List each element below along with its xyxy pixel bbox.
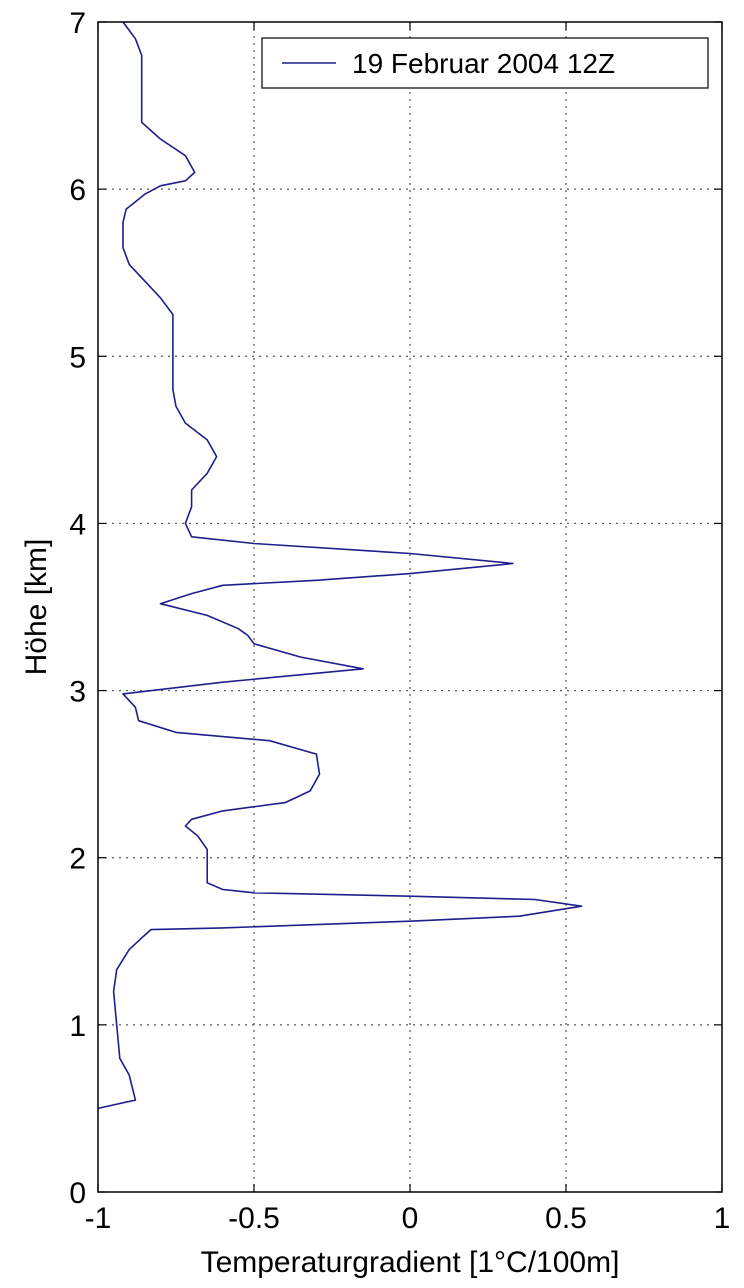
y-tick-label: 4 xyxy=(69,508,86,541)
x-tick-label: 0 xyxy=(402,1202,419,1235)
legend-box xyxy=(261,37,709,89)
y-tick-label: 7 xyxy=(69,7,86,40)
legend: 19 Februar 2004 12Z xyxy=(261,37,709,89)
y-tick-label: 2 xyxy=(69,843,86,876)
y-tick-label: 0 xyxy=(69,1177,86,1210)
x-axis-label: Temperaturgradient [1°C/100m] xyxy=(201,1246,620,1279)
x-tick-label: 0.5 xyxy=(545,1202,587,1235)
y-tick-label: 6 xyxy=(69,174,86,207)
grid-lines xyxy=(98,22,722,1192)
series-line xyxy=(97,21,583,1110)
axis-ticks xyxy=(97,21,723,1193)
x-tick-label: -1 xyxy=(85,1202,112,1235)
y-tick-label: 5 xyxy=(69,341,86,374)
y-axis-label: Höhe [km] xyxy=(20,539,53,676)
series-layer xyxy=(97,21,583,1110)
x-tick-labels: -1 -0.5 0 0.5 1 xyxy=(85,1202,731,1235)
y-tick-labels: 0 1 2 3 4 5 6 7 xyxy=(69,7,86,1210)
y-tick-label: 3 xyxy=(69,676,86,709)
x-tick-label: 1 xyxy=(714,1202,731,1235)
legend-series-name: 19 Februar 2004 12Z xyxy=(352,48,615,79)
y-tick-label: 1 xyxy=(69,1010,86,1043)
x-tick-label: -0.5 xyxy=(228,1202,280,1235)
